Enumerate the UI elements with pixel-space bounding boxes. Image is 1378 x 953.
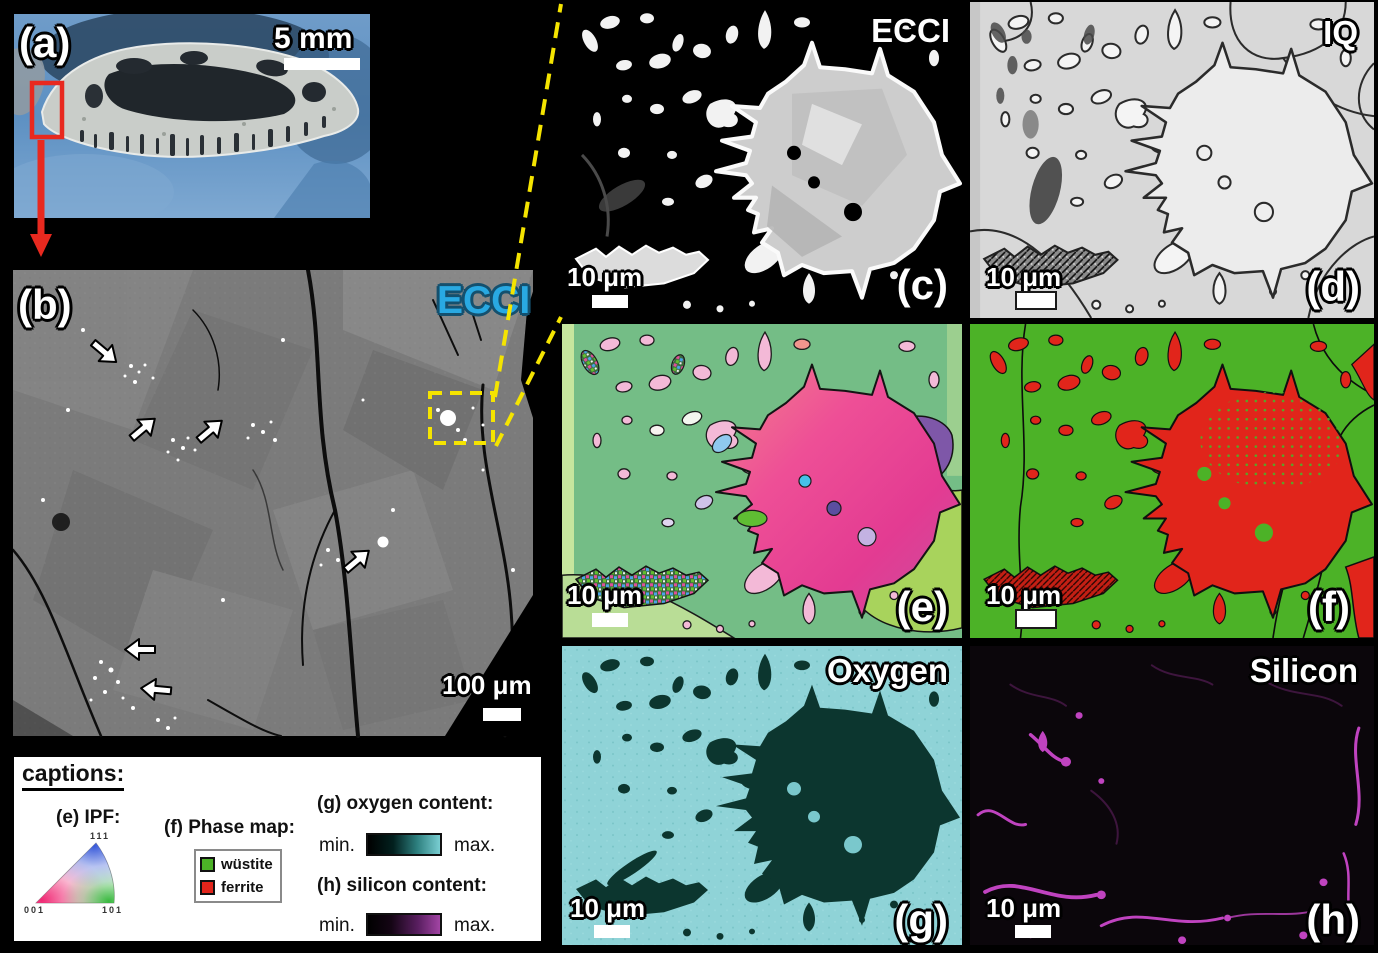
legend-row-wustite: wüstite (200, 857, 276, 872)
captions-heading: captions: (22, 760, 125, 791)
panel-b-scale-text: 100 μm (442, 670, 532, 700)
panel-h-title: Silicon (1249, 652, 1358, 689)
panel-f-scale-bar (1015, 609, 1057, 629)
panel-f-phase-map: (f) 10 μm (970, 324, 1374, 638)
phase-map-image (970, 324, 1374, 638)
ipf-color-triangle (35, 842, 115, 904)
panel-c-ecci-detail: ECCI (c) 10 μm (562, 2, 962, 318)
silicon-map-image (970, 646, 1374, 945)
panel-d-scale-text: 10 μm (986, 262, 1062, 292)
silicon-min-label: min. (319, 915, 355, 936)
panel-h-label: (h) (1306, 896, 1360, 943)
panel-b-scale-bar (483, 708, 521, 721)
ipf-caption-title: (e) IPF: (56, 807, 121, 828)
panel-d-iq-map: IQ (d) 10 μm (970, 2, 1374, 318)
oxygen-min-label: min. (319, 835, 355, 856)
ferrite-label: ferrite (221, 879, 264, 896)
panel-a-label: (a) (19, 19, 71, 66)
captions-legend-box: captions: (e) IPF: 111 001 101 (f) Phase… (10, 753, 545, 945)
oxygen-map-image (562, 646, 962, 945)
panel-a-scale-text: 5 mm (274, 22, 353, 55)
panel-b-label: (b) (18, 281, 72, 328)
wustite-swatch (200, 857, 215, 872)
panel-c-scale-bar (592, 295, 628, 308)
panel-h-silicon-map: Silicon (h) 10 μm (970, 646, 1374, 945)
panel-f-scale-text: 10 μm (986, 580, 1062, 610)
panel-f-label: (f) (1308, 583, 1350, 630)
ipf-corner-101: 101 (102, 905, 124, 915)
ipf-corner-111: 111 (90, 831, 111, 841)
roi-rectangle (29, 80, 65, 140)
panel-g-scale-text: 10 μm (570, 893, 646, 923)
silicon-gradient-bar (366, 913, 442, 936)
silicon-caption-title: (h) silicon content: (317, 875, 487, 896)
panel-e-scale-text: 10 μm (567, 580, 643, 610)
silicon-max-label: max. (454, 915, 496, 936)
panel-e-ipf-map: (e) 10 μm (562, 324, 962, 638)
roi-dashed-box (428, 391, 495, 445)
panel-g-label: (g) (894, 896, 948, 943)
panel-g-title: Oxygen (826, 652, 948, 689)
oxygen-max-label: max. (454, 835, 496, 856)
phase-map-caption-title: (f) Phase map: (164, 817, 295, 838)
panel-c-label: (c) (896, 261, 948, 308)
legend-row-ferrite: ferrite (200, 880, 276, 895)
panel-d-scale-bar (1015, 291, 1057, 310)
ecci-overview-image (13, 270, 540, 743)
panel-a-scale-bar (284, 58, 360, 70)
oxygen-caption-title: (g) oxygen content: (317, 793, 494, 814)
panel-h-scale-bar (1015, 925, 1051, 938)
panel-d-title: IQ (1323, 14, 1358, 51)
panel-a-macro-photo: (a) 5 mm (14, 14, 370, 218)
wustite-label: wüstite (221, 856, 273, 873)
panel-c-title: ECCI (871, 12, 950, 49)
panel-g-scale-bar (594, 925, 630, 938)
panel-c-scale-text: 10 μm (567, 262, 643, 292)
iq-map-image (970, 2, 1374, 318)
panel-b-ecci-overview: (b) ECCI 100 μm (13, 270, 540, 743)
panel-d-label: (d) (1306, 263, 1360, 310)
oxygen-gradient-bar (366, 833, 442, 856)
panel-h-scale-text: 10 μm (986, 893, 1062, 923)
phase-map-legend: wüstite ferrite (194, 849, 282, 903)
panel-e-label: (e) (896, 583, 948, 630)
ferrite-swatch (200, 880, 215, 895)
panel-b-title: ECCI (437, 279, 531, 322)
ipf-corner-001: 001 (24, 905, 46, 915)
panel-e-scale-bar (592, 613, 628, 627)
panel-g-oxygen-map: Oxygen (g) 10 μm (562, 646, 962, 945)
ecci-detail-image (562, 2, 962, 318)
